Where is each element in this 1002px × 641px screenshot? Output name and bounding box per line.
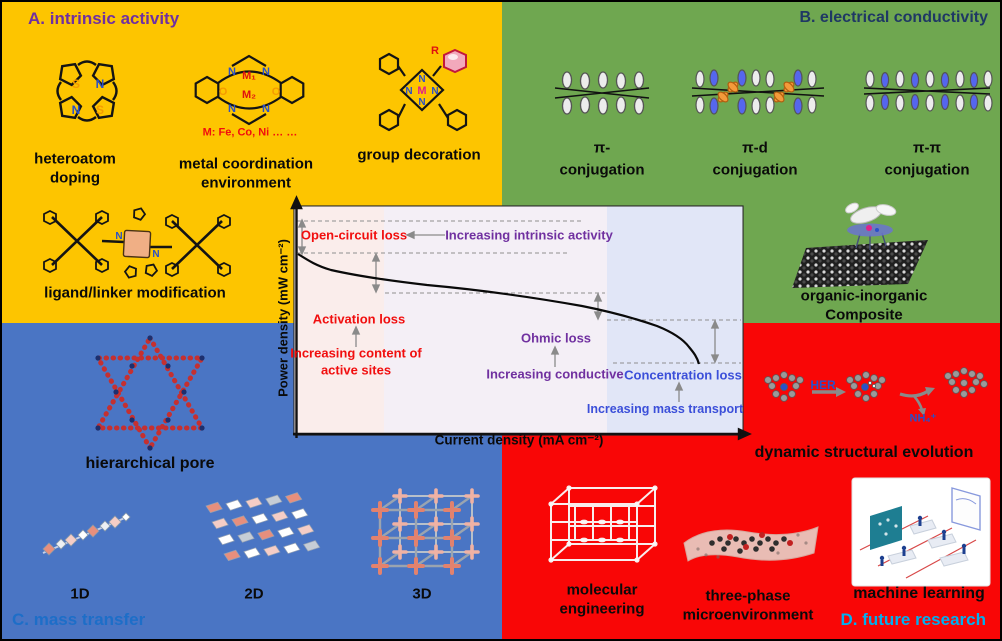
atom-m2: M₂ [242,89,256,101]
label-threephase-1: three-phase [705,587,791,605]
label-dynamic-evolution: dynamic structural evolution [754,444,974,461]
loss-guide-lines [297,220,741,364]
organic-inorganic-composite-icon [792,202,928,288]
title-intrinsic-activity: A. intrinsic activity [28,9,180,28]
atom-s: S [72,77,80,91]
annotation-activation-loss: Activation loss [312,311,406,327]
structure-3d-icon [371,488,480,575]
pi-conjugation-structure-icon [554,71,650,115]
atom-n: N [115,231,122,242]
label-ligand-linker: ligand/linker modification [44,284,226,302]
structure-1d-icon [42,512,131,556]
hierarchical-pore-structure-icon [93,333,207,453]
label-pid-2: conjugation [712,161,798,179]
metal-coordination-structure-icon: N N N N O O M₁ M₂ [194,54,305,126]
atom-o: O [219,86,228,98]
atom-n: N [405,86,412,97]
annotation-intrinsic-activity: Increasing intrinsic activity [445,227,613,243]
label-molecular-2: engineering [559,600,645,618]
title-future-research: D. future research [840,610,987,629]
label-metal-note: M: Fe, Co, Ni … … [202,126,298,139]
label-machine-learning: machine learning [853,585,985,602]
chart-axes [290,195,752,441]
chart-ylabel: Power density (mW cm⁻²) [275,239,291,397]
atom-n: N [262,66,270,78]
atom-o: O [272,86,281,98]
label-composite-2: Composite [825,306,903,324]
annotation-ohmic-loss: Ohmic loss [520,330,592,346]
label-group-decoration: group decoration [357,146,481,164]
label-3d: 3D [412,585,432,603]
machine-learning-illustration-icon [851,477,991,587]
polarization-chart [290,195,752,441]
pi-d-conjugation-structure-icon [691,69,825,115]
label-1d: 1D [70,585,90,603]
label-nh4-arrow: NH₄⁺ [909,412,937,425]
atom-r: R [431,45,439,57]
atom-m1: M₁ [242,70,256,82]
label-molecular-1: molecular [566,581,638,599]
label-2d: 2D [244,585,264,603]
annotation-concentration-loss: Concentration loss [624,367,742,383]
label-pipi-2: conjugation [884,161,970,179]
structure-2d-icon [205,492,321,562]
atom-n: N [152,249,159,260]
atom-n: N [228,103,236,115]
atom-m: M [417,85,426,97]
label-pi-1: π- [593,139,611,157]
annotation-content-2: active sites [320,362,392,378]
group-decoration-structure-icon: N N N N M R [378,45,468,132]
atom-n: N [418,74,425,85]
label-heteroatom-1: heteroatom [34,150,116,168]
annotation-conductive: Increasing conductive [486,366,624,382]
atom-n: N [262,103,270,115]
label-heteroatom-2: doping [50,169,100,187]
ligand-linker-structure-icon: N N [43,207,231,279]
loss-span-arrows [297,218,720,402]
label-metal-2: environment [200,174,292,192]
title-mass-transfer: C. mass transfer [12,610,146,629]
label-hierarchical-pore: hierarchical pore [85,455,215,472]
label-pid-1: π-d [742,139,768,157]
pi-pi-conjugation-structure-icon [863,70,993,112]
annotation-content-1: Increasing content of [290,345,422,361]
power-density-curve [297,253,701,365]
heteroatom-doping-structure-icon: S N N S [56,60,118,122]
three-phase-microenvironment-icon [683,526,819,562]
label-metal-1: metal coordination [178,155,314,173]
label-threephase-2: microenvironment [682,606,814,624]
label-composite-1: organic-inorganic [800,287,928,305]
atom-n: N [431,86,438,97]
annotation-mass-transport: Increasing mass transport [586,401,744,416]
annotation-open-circuit-loss: Open-circuit loss [300,227,408,243]
label-pi-2: conjugation [559,161,645,179]
atom-n: N [228,66,236,78]
atom-s: S [96,103,104,117]
title-electrical-conductivity: B. electrical conductivity [799,9,988,26]
dynamic-evolution-structures-icon [764,367,988,416]
molecular-engineering-structure-icon [548,485,658,563]
label-her-arrow: HER [810,378,836,392]
chart-xlabel: Current density (mA cm⁻²) [434,432,604,448]
label-pipi-1: π-π [913,139,941,157]
atom-n: N [418,97,425,108]
atom-n: N [96,77,105,91]
atom-n: N [72,103,81,117]
